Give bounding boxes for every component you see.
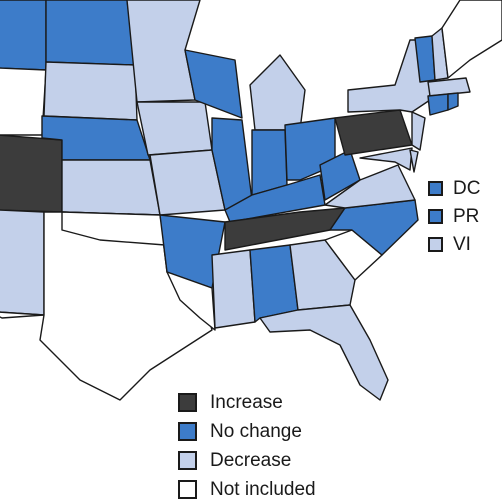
territory-vi: VI [428,232,471,256]
state-west-top-left [0,0,47,71]
legend-label: No change [210,421,302,442]
state-maryland [359,147,413,171]
map-legend: Increase No change Decrease Not included [178,388,316,504]
state-colorado [0,134,63,213]
state-mississippi [211,249,256,329]
state-new-jersey [411,111,426,151]
state-pennsylvania [334,109,413,156]
state-north-dakota [45,0,136,66]
state-west-mid-left [0,67,47,136]
legend-swatch [178,480,197,499]
legend-item-no-change: No change [178,417,316,446]
territory-swatch [428,180,443,196]
state-connecticut [427,93,449,116]
state-south-dakota [43,61,138,121]
state-louisiana [166,271,216,331]
state-arizona-edge [0,311,45,319]
legend-label: Increase [210,392,283,413]
territory-label: PR [453,205,480,227]
legend-label: Not included [210,479,316,500]
territory-label: VI [453,233,471,255]
state-iowa [136,101,213,156]
territory-label: DC [453,177,481,199]
legend-item-increase: Increase [178,388,316,417]
state-rhode-island [447,92,459,111]
state-wisconsin [184,49,243,119]
state-michigan [249,54,306,131]
state-indiana [251,129,288,196]
state-florida [259,304,389,401]
legend-swatch [178,451,197,470]
territory-swatch [428,236,443,252]
state-maine [441,0,502,79]
state-massachusetts [427,77,471,97]
state-delaware [409,149,419,173]
territory-dc: DC [428,176,480,200]
state-kansas [61,159,161,216]
legend-swatch [178,393,197,412]
territory-swatch [428,208,443,224]
state-new-mexico [0,209,45,316]
legend-label: Decrease [210,450,292,471]
state-georgia [289,239,356,311]
legend-item-decrease: Decrease [178,446,316,475]
state-oklahoma-part [61,211,166,246]
territory-pr: PR [428,204,479,228]
legend-swatch [178,422,197,441]
legend-item-not-included: Not included [178,475,316,504]
state-virginia [324,164,416,209]
